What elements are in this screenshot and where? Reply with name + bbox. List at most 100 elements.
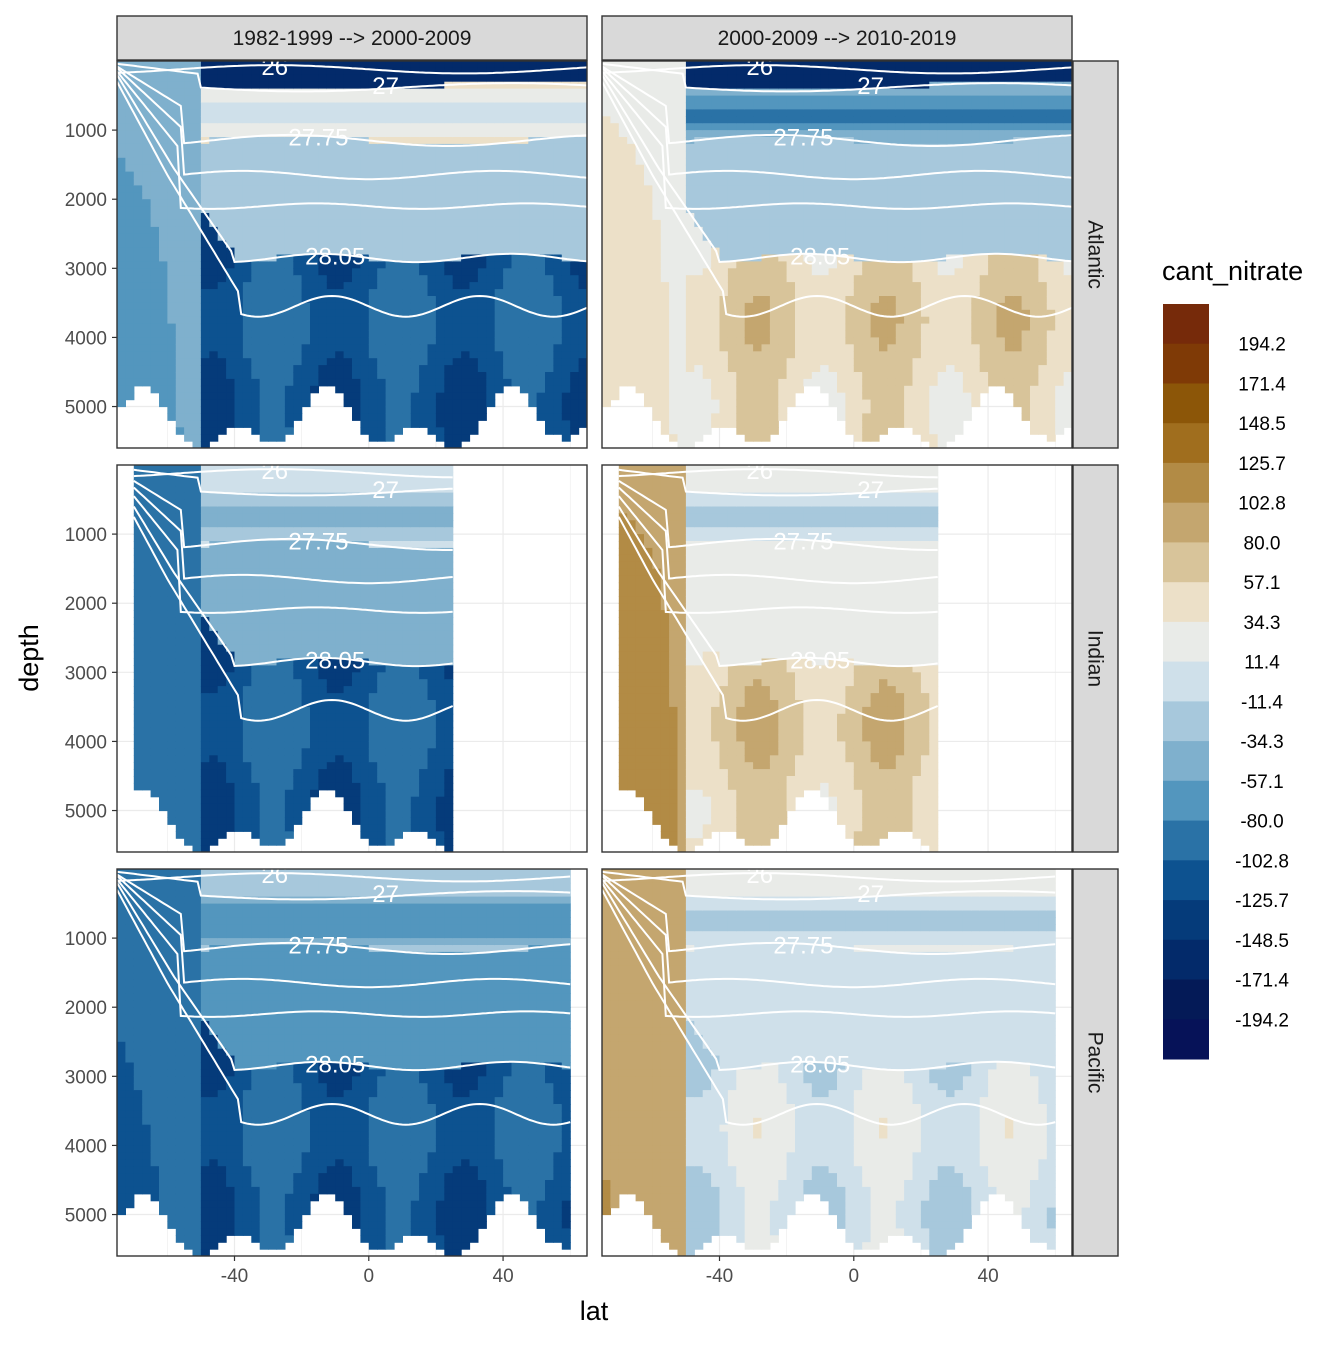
field-cell	[251, 275, 260, 283]
field-cell	[619, 275, 628, 283]
field-cell	[411, 109, 420, 117]
field-cell	[344, 151, 353, 159]
field-cell	[428, 413, 437, 421]
field-cell	[636, 310, 645, 318]
field-cell	[428, 158, 437, 166]
field-cell	[218, 199, 227, 207]
field-cell	[167, 61, 176, 69]
field-cell	[159, 227, 168, 235]
field-cell	[470, 158, 479, 166]
field-cell	[310, 344, 319, 352]
field-cell	[845, 420, 854, 428]
field-cell	[553, 407, 562, 415]
field-cell	[913, 116, 922, 124]
field-cell	[803, 379, 812, 387]
field-cell	[125, 393, 134, 401]
field-cell	[495, 303, 504, 311]
field-cell	[268, 331, 277, 339]
field-cell	[720, 199, 729, 207]
field-cell	[736, 82, 745, 90]
field-cell	[803, 303, 812, 311]
field-cell	[537, 144, 546, 152]
field-cell	[627, 151, 636, 159]
field-cell	[871, 227, 880, 235]
field-cell	[209, 351, 218, 359]
field-cell	[167, 296, 176, 304]
field-cell	[167, 144, 176, 152]
field-cell	[167, 393, 176, 401]
field-cell	[602, 158, 611, 166]
field-cell	[277, 303, 286, 311]
field-cell	[619, 310, 628, 318]
field-cell	[285, 365, 294, 373]
field-cell	[503, 324, 512, 332]
field-cell	[896, 137, 905, 145]
field-cell	[184, 372, 193, 380]
field-cell	[209, 234, 218, 242]
field-cell	[703, 372, 712, 380]
field-cell	[277, 234, 286, 242]
field-cell	[453, 268, 462, 276]
field-cell	[762, 275, 771, 283]
field-cell	[251, 296, 260, 304]
field-cell	[411, 420, 420, 428]
field-cell	[285, 275, 294, 283]
field-cell	[394, 116, 403, 124]
field-cell	[235, 400, 244, 408]
field-cell	[762, 282, 771, 290]
field-cell	[602, 144, 611, 152]
field-cell	[360, 427, 369, 435]
field-cell	[896, 151, 905, 159]
field-cell	[803, 331, 812, 339]
field-cell	[235, 386, 244, 394]
field-cell	[344, 400, 353, 408]
field-cell	[167, 255, 176, 263]
field-cell	[436, 261, 445, 269]
field-cell	[503, 61, 512, 69]
field-cell	[260, 427, 269, 435]
field-cell	[344, 337, 353, 345]
field-cell	[602, 109, 611, 117]
field-cell	[394, 192, 403, 200]
field-cell	[176, 372, 185, 380]
field-cell	[184, 296, 193, 304]
field-cell	[419, 400, 428, 408]
field-cell	[879, 165, 888, 173]
field-cell	[862, 275, 871, 283]
field-cell	[453, 282, 462, 290]
field-cell	[854, 172, 863, 180]
field-cell	[486, 68, 495, 76]
field-cell	[184, 331, 193, 339]
field-cell	[302, 393, 311, 401]
field-cell	[795, 116, 804, 124]
field-cell	[360, 407, 369, 415]
field-cell	[770, 289, 779, 297]
field-cell	[167, 379, 176, 387]
field-cell	[553, 427, 562, 435]
field-cell	[904, 379, 913, 387]
field-cell	[394, 358, 403, 366]
field-cell	[125, 386, 134, 394]
field-cell	[159, 192, 168, 200]
field-cell	[703, 68, 712, 76]
field-cell	[125, 116, 134, 124]
field-cell	[845, 400, 854, 408]
field-cell	[795, 358, 804, 366]
field-cell	[243, 337, 252, 345]
field-cell	[453, 185, 462, 193]
field-cell	[142, 248, 151, 256]
field-cell	[377, 351, 386, 359]
field-cell	[486, 317, 495, 325]
field-cell	[285, 213, 294, 221]
field-cell	[377, 331, 386, 339]
field-cell	[176, 275, 185, 283]
field-cell	[134, 172, 143, 180]
field-cell	[151, 303, 160, 311]
field-cell	[537, 241, 546, 249]
field-cell	[887, 317, 896, 325]
field-cell	[652, 358, 661, 366]
field-cell	[528, 344, 537, 352]
field-cell	[352, 407, 361, 415]
field-cell	[703, 413, 712, 421]
field-cell	[302, 179, 311, 187]
